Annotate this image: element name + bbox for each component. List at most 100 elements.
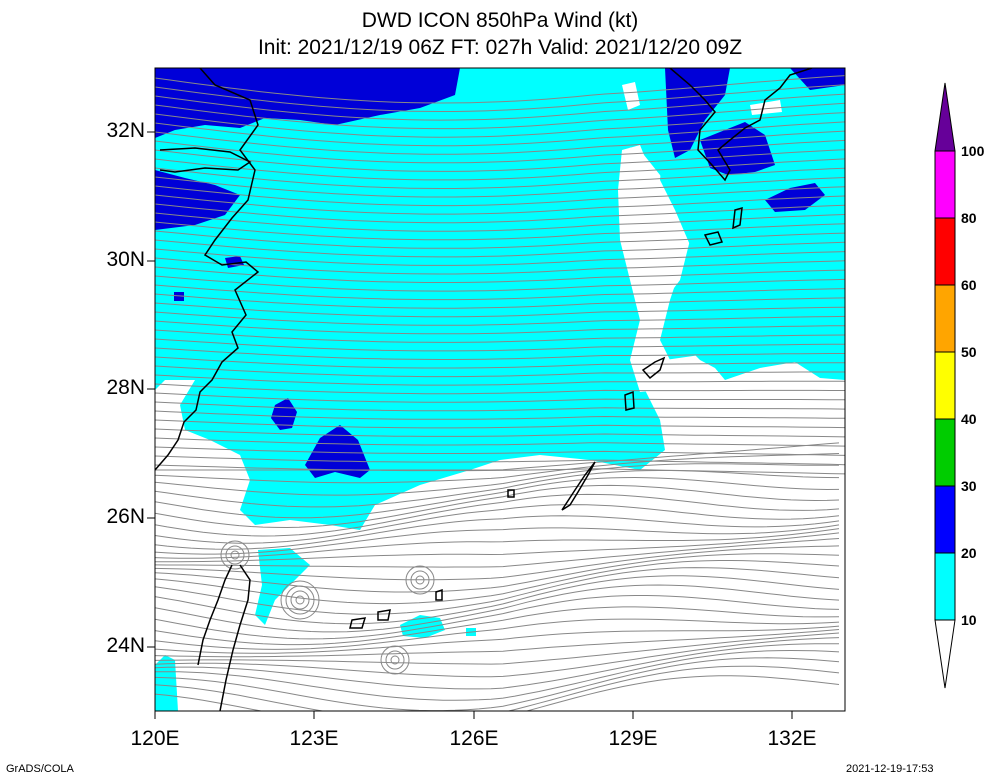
coast-kyushu bbox=[669, 68, 813, 182]
lat-label-28n: 28N bbox=[106, 376, 145, 399]
streamline-south-64 bbox=[155, 606, 840, 646]
streamline-north-29 bbox=[155, 338, 845, 352]
streamline-north-26 bbox=[155, 311, 845, 326]
streamline-south-60 bbox=[155, 567, 840, 615]
coast-china-bay bbox=[159, 147, 252, 173]
streamline-north-42 bbox=[155, 455, 845, 466]
streamline-north-40 bbox=[155, 437, 845, 447]
streamline-north-13 bbox=[155, 194, 845, 215]
streamline-north-23 bbox=[155, 284, 845, 301]
axis-ticks bbox=[147, 131, 793, 719]
streamline-south-62 bbox=[155, 584, 840, 633]
streamline-north-20 bbox=[155, 257, 845, 275]
footer-timestamp: 2021-12-19-17:53 bbox=[846, 763, 934, 775]
streamline-south-55 bbox=[155, 532, 840, 563]
streamline-eddy-1 bbox=[385, 650, 405, 670]
colorbar-label-40: 40 bbox=[961, 411, 977, 427]
colorbar-segment-80-100 bbox=[934, 150, 956, 219]
chart-subtitle: Init: 2021/12/19 06Z FT: 027h Valid: 202… bbox=[257, 36, 743, 59]
streamline-north-37 bbox=[155, 410, 845, 420]
streamline-north-7 bbox=[155, 139, 845, 164]
coast-island-e bbox=[435, 588, 443, 601]
streamline-north-31 bbox=[155, 356, 845, 369]
lat-label-24n: 24N bbox=[106, 634, 145, 657]
streamline-south-47 bbox=[155, 470, 840, 508]
wind-20-30-ne1 bbox=[665, 68, 730, 158]
wind-20-30-blob2 bbox=[305, 425, 370, 478]
streamline-south-63 bbox=[155, 595, 840, 640]
streamline-eddy-2 bbox=[410, 570, 430, 590]
wind-20-30-ne4 bbox=[790, 68, 845, 90]
lat-label-26n: 26N bbox=[106, 505, 145, 528]
streamline-north-16 bbox=[155, 221, 845, 241]
weak-patch-ne2 bbox=[750, 100, 782, 115]
streamline-south-73 bbox=[155, 665, 840, 711]
wind-20-30-blob1 bbox=[271, 398, 297, 430]
streamline-south-54 bbox=[155, 528, 840, 559]
streamline-eddy-3 bbox=[290, 590, 310, 610]
lon-label-126e: 126E bbox=[449, 727, 499, 750]
colorbar-segment-40-50 bbox=[934, 351, 956, 420]
weak-wind-tongue bbox=[618, 145, 720, 392]
wind-20-30-ne2 bbox=[700, 122, 775, 175]
colorbar-low-triangle bbox=[934, 619, 956, 689]
coast-taiwan bbox=[197, 564, 251, 711]
streamline-south-48 bbox=[155, 476, 840, 519]
colorbar-label-50: 50 bbox=[961, 344, 977, 360]
streamline-eddy-2 bbox=[405, 565, 435, 595]
wind-10-20-south-patch bbox=[400, 615, 445, 638]
wind-10-20-east bbox=[660, 95, 845, 380]
streamline-south-50 bbox=[155, 493, 840, 537]
streamline-eddy-2 bbox=[415, 575, 425, 585]
coast-island-a bbox=[703, 231, 724, 246]
lat-label-30n: 30N bbox=[106, 248, 145, 271]
colorbar-segment-30-40 bbox=[934, 418, 956, 487]
streamline-north-32 bbox=[155, 365, 845, 378]
streamline-north-5 bbox=[155, 121, 845, 147]
wind-20-30-north bbox=[155, 68, 460, 138]
streamline-north-9 bbox=[155, 158, 845, 181]
streamline-north-39 bbox=[155, 428, 845, 438]
streamline-north-30 bbox=[155, 347, 845, 360]
streamline-north-34 bbox=[155, 383, 845, 395]
streamline-north-36 bbox=[155, 401, 845, 412]
streamline-south-69 bbox=[155, 637, 840, 678]
streamline-north-3 bbox=[155, 102, 845, 130]
streamline-north-12 bbox=[155, 185, 845, 207]
streamline-eddy-1 bbox=[390, 655, 400, 665]
streamline-south-70 bbox=[155, 643, 840, 690]
streamline-south-59 bbox=[155, 560, 840, 605]
streamline-south-52 bbox=[155, 515, 840, 550]
streamline-south-46 bbox=[155, 463, 839, 496]
streamline-north-41 bbox=[155, 446, 845, 456]
colorbar-label-30: 30 bbox=[961, 478, 977, 494]
map-area bbox=[155, 68, 845, 711]
streamline-south-74 bbox=[155, 675, 840, 711]
streamline-south-68 bbox=[155, 632, 840, 665]
colorbar-high-triangle bbox=[934, 82, 956, 152]
streamline-south-45 bbox=[155, 453, 840, 484]
streamline-north-21 bbox=[155, 266, 845, 283]
coast-okinawa bbox=[561, 461, 596, 511]
streamline-eddy-3 bbox=[280, 580, 320, 620]
lon-label-129e: 129E bbox=[608, 727, 658, 750]
colorbar-label-60: 60 bbox=[961, 277, 977, 293]
coast-island-b bbox=[732, 206, 743, 230]
coast-china bbox=[155, 68, 260, 471]
streamline-north-14 bbox=[155, 203, 845, 224]
streamline-north-4 bbox=[155, 112, 845, 138]
colorbar-label-20: 20 bbox=[961, 545, 977, 561]
colorbar-segment-60-80 bbox=[934, 217, 956, 286]
streamline-north-17 bbox=[155, 230, 845, 249]
streamline-north-33 bbox=[155, 374, 845, 386]
streamline-north-10 bbox=[155, 167, 845, 189]
streamline-north-28 bbox=[155, 329, 845, 343]
streamline-north-35 bbox=[155, 392, 845, 403]
wind-10-20-sw-corner bbox=[155, 655, 178, 711]
streamline-north-22 bbox=[155, 275, 845, 292]
streamline-south-49 bbox=[155, 484, 840, 529]
colorbar-segment-50-60 bbox=[934, 284, 956, 353]
chart-title: DWD ICON 850hPa Wind (kt) bbox=[361, 9, 639, 32]
streamline-south-57 bbox=[155, 545, 840, 581]
